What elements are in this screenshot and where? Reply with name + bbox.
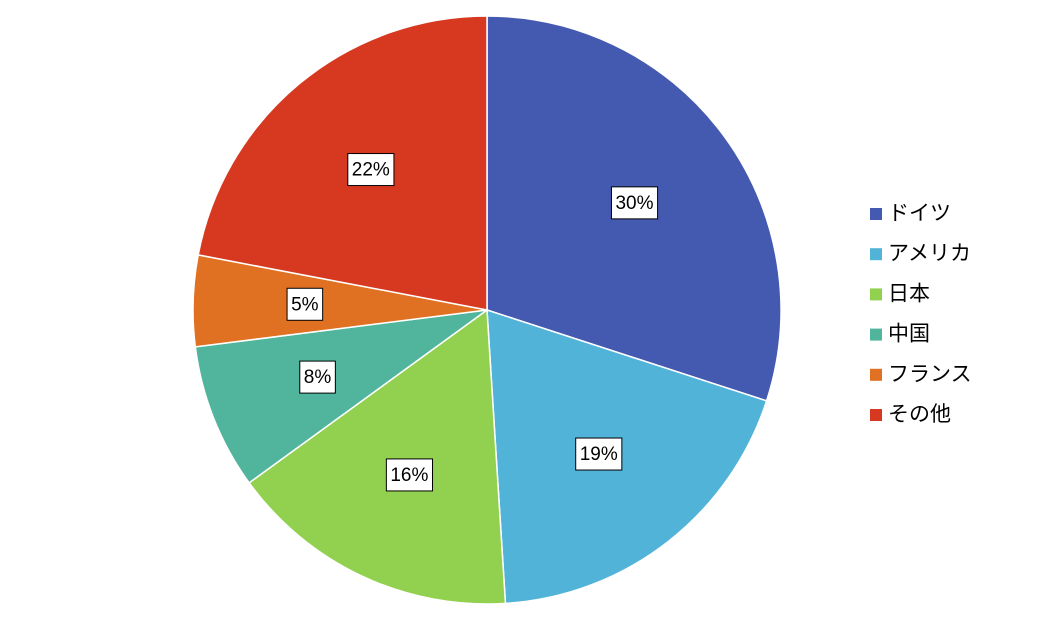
data-label-box <box>610 186 659 220</box>
data-label-box <box>385 458 434 492</box>
data-label-box <box>347 153 395 187</box>
data-label-box <box>299 360 336 394</box>
legend-swatch <box>870 368 882 381</box>
legend-swatch <box>870 248 882 261</box>
legend-swatch <box>870 208 882 220</box>
data-label: 5% <box>291 294 319 315</box>
legend-swatch <box>870 288 882 301</box>
legend-swatch <box>870 409 882 421</box>
data-label: 16% <box>390 465 428 486</box>
data-label: 19% <box>580 444 618 465</box>
legend-label: その他 <box>888 402 951 426</box>
data-label: 30% <box>615 193 653 214</box>
data-label: 8% <box>304 367 332 388</box>
legend-label: 中国 <box>888 322 930 346</box>
data-label-box <box>286 287 324 321</box>
legend-label: 日本 <box>888 281 930 305</box>
legend-label: アメリカ <box>888 241 971 265</box>
pie-slice <box>197 15 488 311</box>
pie-slice <box>486 308 768 605</box>
data-label: 22% <box>352 160 390 181</box>
data-label-box <box>575 437 623 471</box>
legend-label: ドイツ <box>888 201 951 225</box>
pie-slice <box>248 308 507 605</box>
legend-label: フランス <box>888 362 972 386</box>
pie-slice <box>194 309 488 484</box>
legend-swatch <box>870 328 882 341</box>
